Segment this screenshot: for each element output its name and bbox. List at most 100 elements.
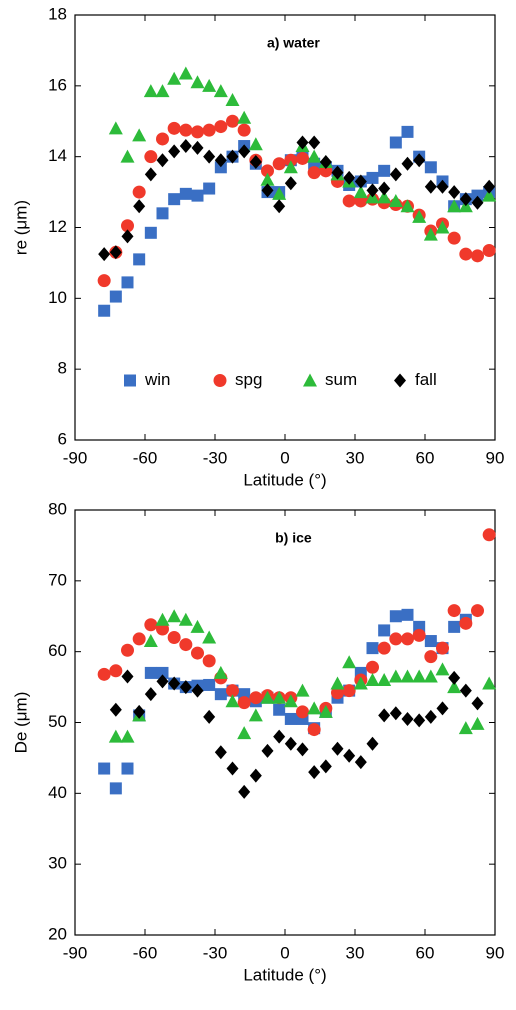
point <box>307 166 321 180</box>
point <box>261 183 274 198</box>
point <box>97 274 111 288</box>
point <box>248 708 263 722</box>
y-tick-label: 8 <box>58 359 67 378</box>
point <box>448 185 461 200</box>
point <box>120 149 135 163</box>
point <box>249 691 263 705</box>
point <box>237 110 252 124</box>
point <box>401 632 414 646</box>
point <box>202 78 217 92</box>
y-tick-label: 40 <box>48 783 67 802</box>
point <box>237 726 252 740</box>
point <box>191 140 204 155</box>
point <box>413 153 426 168</box>
point <box>144 666 157 679</box>
point <box>109 782 122 795</box>
point <box>331 741 344 756</box>
point <box>144 150 158 164</box>
y-tick-label: 60 <box>48 641 67 660</box>
point <box>319 759 332 774</box>
y-tick-label: 70 <box>48 570 67 589</box>
point <box>260 172 275 186</box>
x-tick-label: -30 <box>203 943 228 962</box>
point <box>143 634 158 648</box>
point <box>424 709 437 724</box>
point <box>435 662 450 676</box>
point <box>412 628 426 642</box>
point <box>261 164 274 178</box>
point <box>284 736 297 751</box>
legend-label: spg <box>235 370 262 389</box>
point <box>330 676 345 690</box>
point <box>133 199 146 214</box>
point <box>448 620 461 633</box>
point <box>436 641 449 655</box>
point <box>378 164 391 177</box>
point <box>412 209 427 223</box>
point <box>121 669 134 684</box>
point <box>366 660 379 674</box>
point <box>273 703 286 716</box>
panel-title: b) ice <box>275 530 312 546</box>
point <box>483 179 496 194</box>
point <box>342 655 357 669</box>
point <box>471 189 484 202</box>
point <box>401 711 414 726</box>
point <box>283 160 298 174</box>
point <box>354 174 367 189</box>
point <box>133 704 146 719</box>
point <box>156 207 169 220</box>
point <box>400 669 415 683</box>
point <box>213 84 228 98</box>
point <box>226 761 239 776</box>
point <box>353 676 368 690</box>
panel-title: a) water <box>267 35 320 51</box>
point <box>401 156 414 171</box>
y-tick-label: 30 <box>48 854 67 873</box>
x-tick-label: 60 <box>416 943 435 962</box>
y-tick-label: 14 <box>48 146 67 165</box>
point <box>424 650 438 664</box>
point <box>226 114 239 128</box>
point <box>482 528 496 542</box>
x-tick-label: -60 <box>133 943 158 962</box>
point <box>459 683 472 698</box>
point <box>168 193 181 206</box>
point <box>366 183 379 198</box>
point <box>226 149 239 164</box>
point <box>308 765 321 780</box>
x-tick-label: 90 <box>486 943 505 962</box>
point <box>260 690 275 704</box>
point <box>109 245 122 260</box>
point <box>202 123 216 137</box>
point <box>447 680 462 694</box>
point <box>121 762 134 775</box>
point <box>237 123 251 137</box>
point <box>435 220 450 234</box>
point <box>377 641 391 655</box>
point <box>144 618 158 632</box>
point <box>388 193 403 207</box>
point <box>144 167 157 182</box>
y-tick-label: 80 <box>48 499 67 518</box>
point <box>343 170 356 185</box>
point <box>98 762 111 775</box>
point <box>108 121 123 135</box>
x-tick-label: 0 <box>280 943 289 962</box>
legend-label: sum <box>325 370 357 389</box>
legend-label: win <box>144 370 171 389</box>
point <box>121 276 134 289</box>
y-tick-label: 50 <box>48 712 67 731</box>
x-axis-label: Latitude (°) <box>243 470 326 489</box>
point <box>132 128 147 142</box>
point <box>447 604 461 618</box>
point <box>378 708 391 723</box>
point <box>133 253 146 266</box>
point <box>121 229 134 244</box>
point <box>482 676 497 690</box>
point <box>471 696 484 711</box>
point <box>214 120 228 134</box>
point <box>167 121 181 135</box>
x-tick-label: 30 <box>346 943 365 962</box>
point <box>167 631 181 644</box>
